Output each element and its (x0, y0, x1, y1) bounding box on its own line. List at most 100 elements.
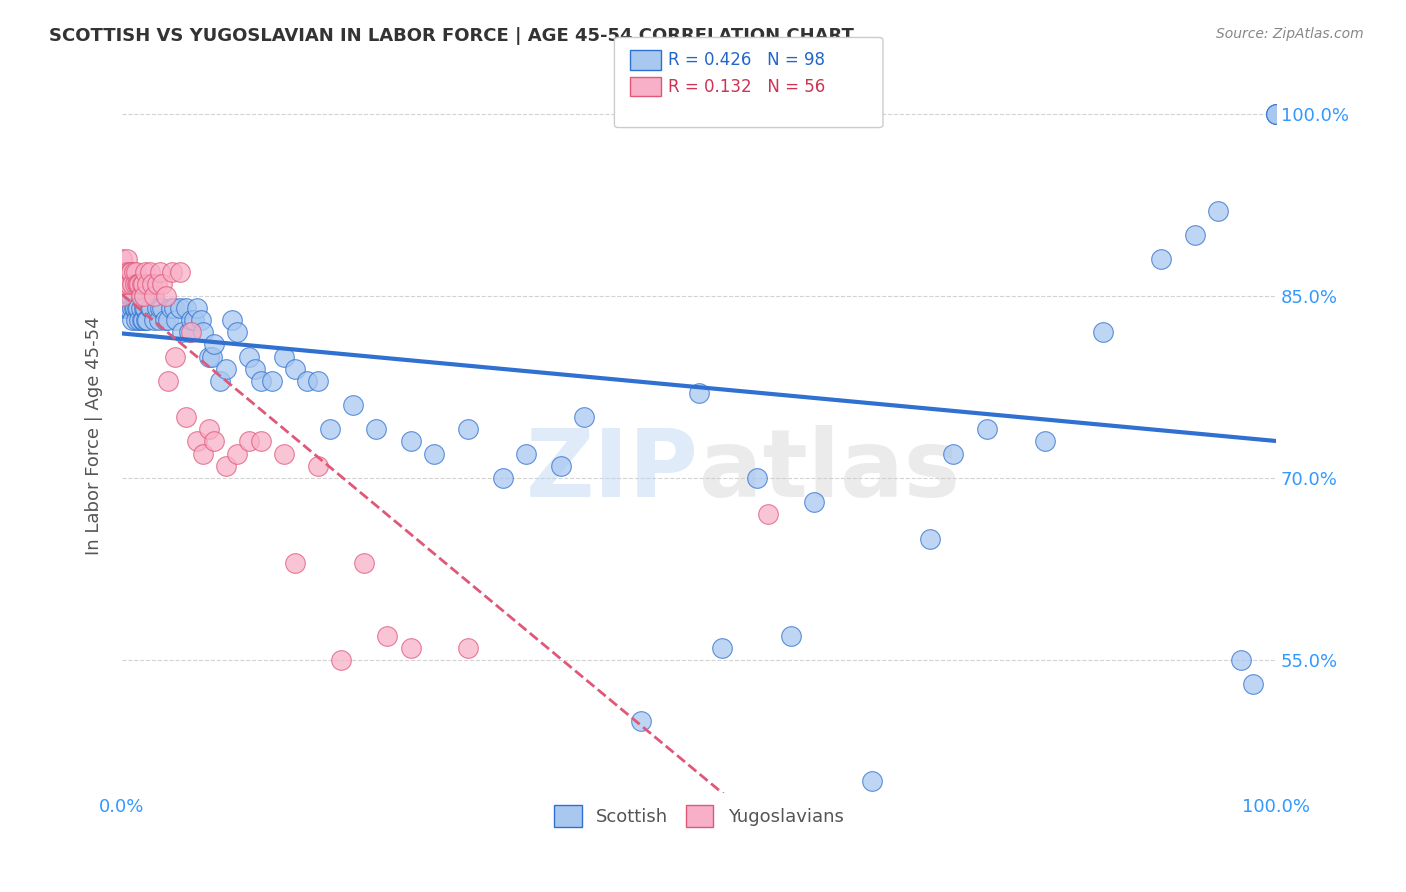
Point (112, 289, 135, 303)
Point (711, 640, 734, 655)
Point (342, 398, 364, 412)
Point (131, 313, 153, 327)
Point (121, 313, 143, 327)
Point (143, 289, 166, 303)
Point (145, 277, 167, 291)
Point (238, 350, 260, 364)
Point (803, 495, 825, 509)
Point (128, 277, 150, 291)
Point (122, 289, 145, 303)
Point (124, 277, 146, 291)
Point (122, 264, 145, 278)
Point (688, 385, 710, 400)
Point (243, 361, 266, 376)
Point (121, 301, 143, 315)
Point (457, 640, 479, 655)
Point (1184, 228, 1206, 243)
Point (942, 447, 965, 461)
Y-axis label: In Labor Force | Age 45-54: In Labor Force | Age 45-54 (86, 316, 103, 555)
Point (129, 301, 152, 315)
Point (226, 447, 249, 461)
Point (177, 325, 200, 339)
Point (307, 458, 329, 473)
Point (492, 471, 515, 485)
Point (127, 301, 149, 315)
Point (319, 422, 342, 436)
Point (125, 277, 148, 291)
Point (780, 629, 803, 643)
Point (145, 301, 167, 315)
Point (174, 301, 197, 315)
Point (152, 301, 174, 315)
Point (186, 301, 208, 315)
Point (457, 422, 479, 436)
Point (148, 313, 170, 327)
Point (165, 313, 187, 327)
Point (209, 374, 232, 388)
Point (1091, 325, 1114, 339)
Point (114, 301, 136, 315)
Point (120, 289, 142, 303)
Point (174, 410, 197, 425)
Point (1206, 203, 1229, 218)
Point (191, 447, 214, 461)
Point (111, 277, 134, 291)
Point (118, 277, 141, 291)
Point (111, 289, 134, 303)
Point (117, 289, 139, 303)
Point (377, 629, 399, 643)
Text: ZIP: ZIP (526, 425, 699, 517)
Point (120, 264, 142, 278)
Point (249, 434, 271, 449)
Point (118, 301, 141, 315)
Text: R = 0.426   N = 98: R = 0.426 N = 98 (668, 51, 825, 69)
Point (295, 374, 318, 388)
Point (1265, 107, 1288, 121)
Point (169, 264, 191, 278)
Point (215, 458, 238, 473)
Point (111, 289, 134, 303)
Point (111, 301, 134, 315)
Point (139, 264, 162, 278)
Point (756, 508, 779, 522)
Point (330, 653, 353, 667)
Point (160, 264, 183, 278)
Point (111, 277, 134, 291)
Point (163, 301, 186, 315)
Point (273, 447, 295, 461)
Point (170, 325, 193, 339)
Point (238, 434, 260, 449)
Point (125, 301, 148, 315)
Point (127, 277, 149, 291)
Point (260, 374, 283, 388)
Point (139, 301, 162, 315)
Point (149, 301, 172, 315)
Point (249, 374, 271, 388)
Point (152, 277, 174, 291)
Point (111, 252, 134, 267)
Point (183, 313, 205, 327)
Point (149, 264, 172, 278)
Point (1230, 653, 1253, 667)
Text: Source: ZipAtlas.com: Source: ZipAtlas.com (1216, 27, 1364, 41)
Point (1265, 107, 1288, 121)
Point (180, 325, 202, 339)
Point (1033, 434, 1056, 449)
Point (135, 313, 157, 327)
Point (221, 313, 243, 327)
Point (111, 277, 134, 291)
Point (180, 313, 202, 327)
Point (132, 301, 155, 315)
Point (745, 471, 768, 485)
Point (572, 410, 595, 425)
Point (165, 350, 187, 364)
Point (112, 289, 135, 303)
Point (190, 313, 212, 327)
Point (307, 374, 329, 388)
Point (1241, 677, 1264, 691)
Point (186, 434, 208, 449)
Point (1265, 107, 1288, 121)
Point (399, 640, 422, 655)
Point (201, 350, 224, 364)
Point (422, 447, 444, 461)
